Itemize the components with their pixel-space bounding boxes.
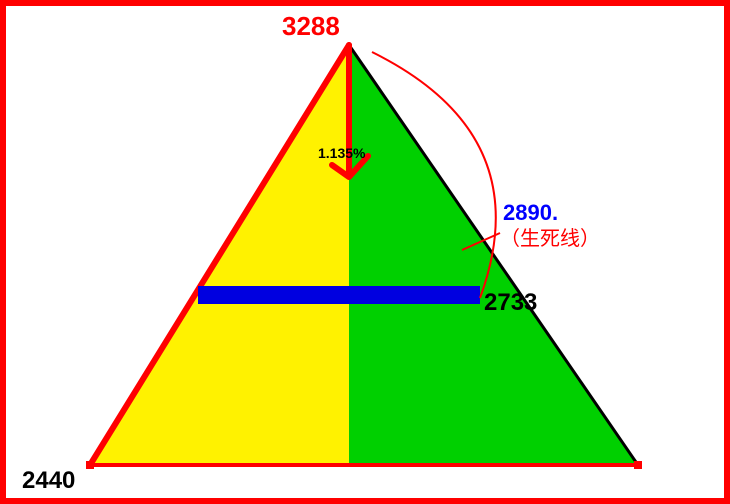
label-apex: 3288 bbox=[282, 11, 340, 41]
label-pointer-caption: （生死线） bbox=[500, 227, 600, 250]
diagram-frame: 3288 1.135% 2890. （生死线） 2733 2440 bbox=[0, 0, 730, 504]
corner-marker-right bbox=[634, 461, 642, 469]
label-inner-pct: 1.135% bbox=[318, 145, 366, 161]
label-mid-right: 2733 bbox=[484, 289, 537, 316]
corner-marker-left bbox=[86, 461, 94, 469]
horizontal-bar bbox=[198, 286, 480, 304]
label-pointer-value: 2890. bbox=[503, 200, 558, 225]
label-base-left: 2440 bbox=[22, 467, 75, 494]
diagram-svg: 3288 1.135% 2890. （生死线） 2733 2440 bbox=[0, 0, 730, 504]
